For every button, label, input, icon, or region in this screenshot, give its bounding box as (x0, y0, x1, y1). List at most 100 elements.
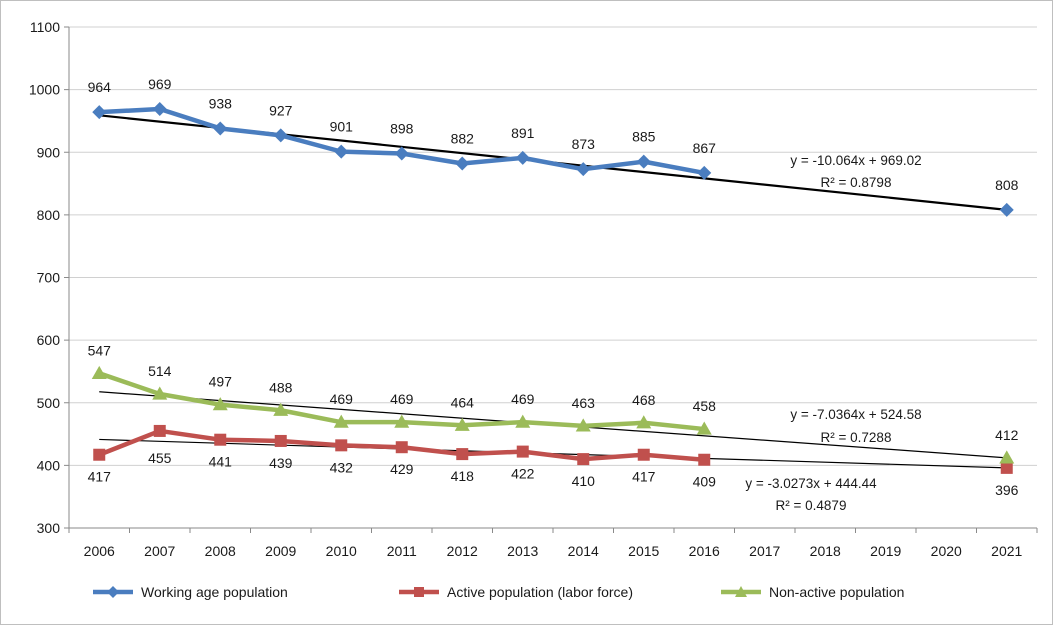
data-label: 964 (88, 79, 112, 95)
y-tick-label: 900 (37, 144, 61, 160)
legend: Working age population Active population … (93, 584, 904, 600)
triangle-marker (999, 450, 1015, 464)
data-label: 463 (572, 395, 596, 411)
data-label: 418 (451, 468, 475, 484)
diamond-marker (394, 146, 409, 161)
data-label: 497 (209, 374, 233, 390)
square-marker (395, 441, 408, 454)
x-tick-label: 2018 (810, 543, 841, 559)
data-label: 422 (511, 466, 535, 482)
trend-equation: y = -10.064x + 969.02 (790, 153, 921, 168)
x-tick-label: 2012 (447, 543, 478, 559)
y-tick-label: 700 (37, 270, 61, 286)
data-label: 867 (693, 140, 717, 156)
x-tick-label: 2011 (387, 543, 417, 559)
data-label: 547 (88, 342, 112, 358)
trend-r-squared: R² = 0.7288 (821, 430, 892, 445)
y-tick-label: 800 (37, 207, 61, 223)
data-label: 898 (390, 121, 414, 137)
square-marker (698, 453, 711, 466)
triangle-marker (696, 421, 712, 435)
y-tick-label: 300 (37, 520, 61, 536)
data-label: 439 (269, 455, 293, 471)
legend-label: Active population (labor force) (447, 584, 633, 600)
x-tick-label: 2007 (144, 543, 175, 559)
data-label: 469 (390, 391, 414, 407)
square-marker (335, 439, 348, 452)
triangle-marker (273, 402, 289, 416)
diamond-marker (576, 162, 591, 177)
triangle-marker (454, 417, 470, 431)
square-marker (93, 448, 106, 461)
triangle-marker (636, 415, 652, 429)
diamond-marker (152, 102, 167, 117)
data-label: 514 (148, 363, 172, 379)
legend-label: Working age population (141, 584, 288, 600)
y-tick-label: 400 (37, 457, 61, 473)
diamond-marker (273, 128, 288, 143)
diamond-marker (697, 165, 712, 180)
x-tick-label: 2010 (326, 543, 357, 559)
trend-r-squared: R² = 0.8798 (821, 175, 892, 190)
triangle-marker (152, 386, 168, 400)
data-label: 969 (148, 76, 172, 92)
x-tick-label: 2017 (749, 543, 780, 559)
trend-equation: y = -3.0273x + 444.44 (745, 476, 877, 491)
data-label: 891 (511, 125, 535, 141)
y-tick-label: 500 (37, 395, 61, 411)
data-label: 469 (330, 391, 354, 407)
data-label: 432 (330, 459, 354, 475)
data-label: 396 (995, 482, 1019, 498)
square-marker (577, 453, 590, 466)
diamond-marker (92, 105, 107, 120)
data-label: 901 (330, 119, 354, 135)
triangle-marker (333, 414, 349, 428)
y-tick-label: 1000 (29, 82, 60, 98)
x-tick-label: 2008 (205, 543, 236, 559)
trend-r-squared: R² = 0.4879 (776, 498, 847, 513)
x-tick-label: 2014 (568, 543, 599, 559)
data-label: 885 (632, 129, 656, 145)
legend-square-marker (414, 587, 424, 597)
data-labels: 964 969 938 927 901 898 882 891 873 885 867 808 417 4… (88, 76, 1019, 498)
data-label: 429 (390, 461, 414, 477)
diamond-marker (515, 150, 530, 165)
data-label: 873 (572, 136, 596, 152)
data-label: 808 (995, 177, 1019, 193)
triangle-marker (515, 414, 531, 428)
square-marker (1000, 461, 1013, 474)
y-tick-label: 1100 (30, 19, 60, 35)
diamond-marker (636, 154, 651, 169)
data-label: 469 (511, 391, 535, 407)
x-tick-label: 2006 (84, 543, 115, 559)
square-marker (516, 445, 529, 458)
data-label: 410 (572, 473, 596, 489)
x-axis-ticks: 2006 2007 2008 2009 2010 2011 2012 2013 2014 2015… (68, 528, 1038, 559)
data-label: 417 (88, 469, 112, 485)
legend-triangle-marker (735, 586, 747, 597)
square-marker (214, 433, 227, 446)
diamond-marker (455, 156, 470, 171)
x-tick-label: 2009 (265, 543, 296, 559)
trend-equation: y = -7.0364x + 524.58 (790, 407, 921, 422)
data-label: 417 (632, 469, 656, 485)
legend-diamond-marker (107, 586, 119, 598)
data-label: 409 (693, 474, 717, 490)
x-tick-label: 2020 (931, 543, 962, 559)
trend-equations: y = -10.064x + 969.02 R² = 0.8798 y = -3.0… (745, 153, 921, 513)
data-label: 882 (451, 131, 475, 147)
square-marker (153, 424, 166, 437)
triangle-marker (575, 418, 591, 432)
diamond-marker (213, 121, 228, 136)
diamond-marker (334, 144, 349, 159)
data-label: 441 (209, 454, 233, 470)
data-label: 938 (209, 95, 233, 111)
data-label: 412 (995, 427, 1019, 443)
x-tick-label: 2013 (507, 543, 538, 559)
data-label: 468 (632, 392, 656, 408)
triangle-marker (212, 397, 228, 411)
legend-label: Non-active population (769, 584, 904, 600)
data-label: 464 (451, 394, 475, 410)
